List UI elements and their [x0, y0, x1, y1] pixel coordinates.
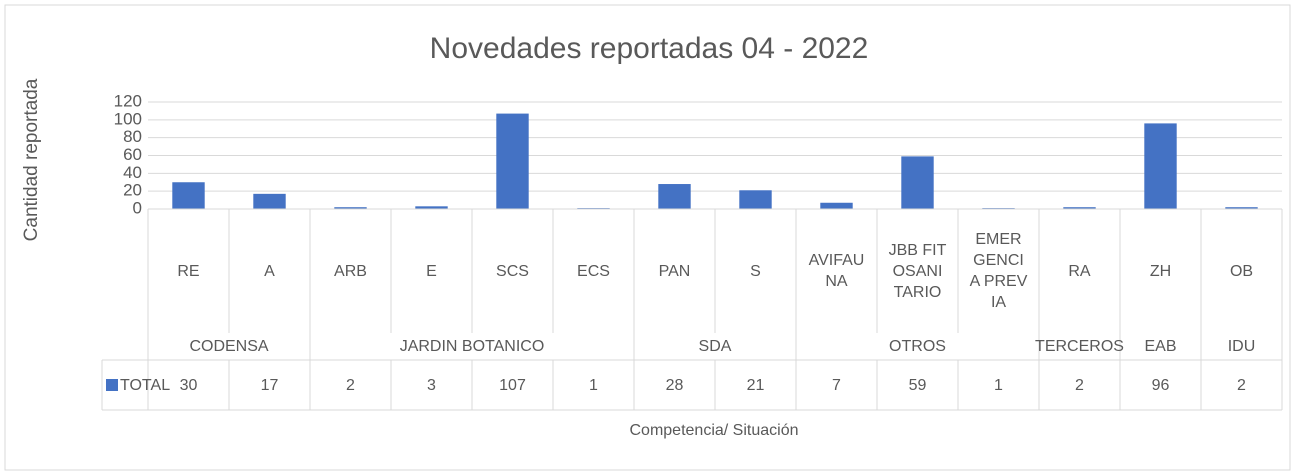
y-tick-label: 120	[114, 91, 142, 110]
group-label: CODENSA	[189, 338, 269, 355]
x-tick-label: ZH	[1149, 262, 1172, 280]
data-table-value: 1	[589, 376, 598, 394]
x-tick-label: JBB FITOSANITARIO	[888, 241, 947, 301]
data-table-value: 2	[346, 376, 355, 394]
data-table-value: 17	[260, 376, 279, 394]
bar	[415, 206, 448, 209]
x-tick-label: OB	[1229, 262, 1254, 280]
group-label: OTROS	[889, 338, 946, 355]
y-tick-label: 0	[133, 198, 142, 217]
x-tick-label: SCS	[496, 262, 529, 280]
x-tick-label: E	[426, 262, 437, 280]
group-label: SDA	[698, 338, 732, 355]
group-label: TERCEROS	[1035, 338, 1124, 355]
bar	[820, 202, 853, 209]
data-table-value: 3	[427, 376, 436, 394]
bar	[172, 182, 205, 209]
y-tick-label: 60	[123, 145, 142, 164]
bar	[1144, 123, 1177, 209]
chart-title: Novedades reportadas 04 - 2022	[430, 32, 869, 65]
bar	[658, 184, 691, 209]
bar	[739, 190, 772, 209]
x-tick-label: RA	[1068, 262, 1091, 280]
data-table-value: 7	[832, 376, 841, 394]
x-tick-label: RE	[177, 262, 200, 280]
data-table-value: 30	[179, 376, 198, 394]
x-tick-label: S	[750, 262, 761, 280]
x-tick-label: A	[264, 262, 275, 280]
y-tick-label: 100	[114, 109, 142, 128]
y-tick-label: 80	[123, 127, 142, 146]
group-label: IDU	[1227, 338, 1256, 355]
bar	[901, 156, 934, 209]
bar	[334, 207, 367, 209]
group-label: EAB	[1144, 338, 1177, 355]
data-table-value: 2	[1237, 376, 1246, 394]
x-tick-label: AVIFAUNA	[808, 252, 865, 290]
data-table-value: 59	[908, 376, 927, 394]
chart-border	[4, 4, 1291, 471]
legend-label: TOTAL	[120, 377, 170, 394]
data-table-value: 107	[499, 376, 526, 394]
y-tick-label: 40	[123, 163, 142, 182]
data-table-value: 21	[746, 376, 765, 394]
x-tick-label: PAN	[658, 262, 691, 280]
x-axis-title: Competencia/ Situación	[630, 422, 799, 439]
bar	[1063, 207, 1096, 209]
x-tick-label: EMERGENCIA PREVIA	[969, 231, 1028, 311]
x-tick-label: ARB	[334, 262, 367, 280]
legend-swatch	[106, 379, 118, 391]
group-label: JARDIN BOTANICO	[399, 338, 545, 355]
bar	[1225, 207, 1258, 209]
data-table-value: 28	[665, 376, 684, 394]
bar	[253, 193, 286, 209]
x-tick-label: ECS	[577, 262, 610, 280]
data-table-value: 96	[1151, 376, 1170, 394]
y-axis-title: Cantidad reportada	[21, 78, 42, 241]
data-table-value: 2	[1075, 376, 1084, 394]
bar	[496, 113, 529, 209]
y-tick-label: 20	[123, 181, 142, 200]
data-table-value: 1	[994, 376, 1003, 394]
